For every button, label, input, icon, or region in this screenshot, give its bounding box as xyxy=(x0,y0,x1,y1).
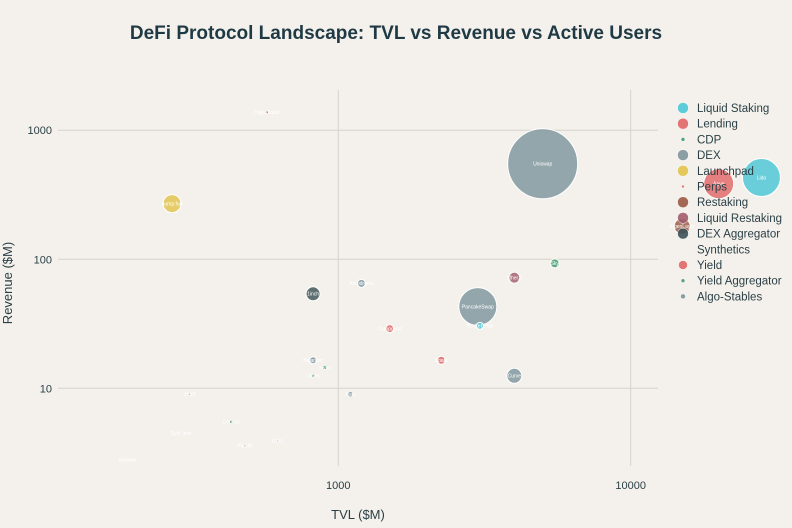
bubble-label-synthetix: Synthetix xyxy=(171,431,192,437)
bubble-lido xyxy=(741,158,781,198)
bubble-frax xyxy=(347,391,354,397)
bubble-label-aave: Aave xyxy=(713,182,725,188)
bubble-spark xyxy=(436,355,446,365)
bubble-label-dydx: dYdX xyxy=(183,392,196,398)
y-axis-label: Revenue ($M) xyxy=(0,242,15,324)
legend-marker-synthetics xyxy=(681,248,685,251)
bubble-ether-fi xyxy=(508,271,521,284)
bubble-label-kwenta: Kwenta xyxy=(119,457,136,463)
bubbles: Uniswap Lido PancakeSwap Aave pump.fun EigenL… xyxy=(119,110,781,463)
bubble-label-pendle: Pendle xyxy=(237,443,253,449)
y-tick-label: 1000 xyxy=(28,125,52,137)
legend: Liquid Staking Lending CDP DEX Launchpad Perp… xyxy=(677,102,782,303)
legend-entry-yield: Yield xyxy=(697,260,722,272)
bubble-label-pump-fun: pump.fun xyxy=(162,201,183,207)
legend-entry-restaking: Restaking xyxy=(697,197,748,209)
legend-entry-cdp: CDP xyxy=(697,134,722,146)
bubble-liquity xyxy=(311,374,315,378)
legend-entry-perps: Perps xyxy=(697,182,727,194)
bubble-label-sky: Sky xyxy=(551,261,560,267)
legend-marker-liquid-restaking xyxy=(677,212,689,224)
bubble-dydx xyxy=(188,392,191,396)
bubble-label-gmx: GMX xyxy=(272,439,284,445)
gridlines xyxy=(58,90,658,466)
bubble-kwenta xyxy=(126,458,129,461)
bubble-label-convex: Convex xyxy=(223,420,240,426)
legend-marker-restaking xyxy=(677,196,689,208)
bubble-label-frax: Frax xyxy=(345,392,356,398)
bubble-1inch xyxy=(305,286,321,302)
x-tick-label: 10000 xyxy=(615,480,646,492)
bubble-aerodrome xyxy=(356,278,366,288)
legend-entry-dex: DEX xyxy=(697,150,721,162)
legend-entry-liquid-restaking: Liquid Restaking xyxy=(697,213,782,225)
bubble-label-hyperliquid: Hyperliquid xyxy=(254,110,279,116)
bubble-label-rocket-pool: Rocket Pool xyxy=(466,324,493,330)
bubble-balancer xyxy=(309,356,318,365)
legend-entry-synthetics: Synthetics xyxy=(697,244,750,256)
bubble-rocket-pool xyxy=(475,321,484,330)
bubble-label-aerodrome: Aerodrome xyxy=(349,281,374,287)
bubble-label-eigenlayer: EigenLayer xyxy=(670,224,696,230)
y-tick-label: 10 xyxy=(40,383,52,395)
bubble-synthetix xyxy=(178,430,184,436)
bubble-pump-fun xyxy=(162,194,182,214)
legend-marker-yield xyxy=(678,260,688,270)
x-tick-label: 1000 xyxy=(326,480,350,492)
bubble-yearn xyxy=(322,365,328,370)
legend-entry-algo-stables: Algo-Stables xyxy=(697,291,762,303)
bubble-label-curve: Curve xyxy=(508,374,522,380)
legend-marker-lending xyxy=(677,117,689,130)
bubble-label-balancer: Balancer xyxy=(303,358,323,364)
legend-entry-launchpad: Launchpad xyxy=(697,166,754,178)
legend-marker-liquid-staking xyxy=(677,102,689,114)
bubble-label-spark: Spark xyxy=(435,358,449,364)
chart-title: DeFi Protocol Landscape: TVL vs Revenue … xyxy=(130,23,662,44)
y-tick-label: 100 xyxy=(34,254,52,266)
bubble-hyperliquid xyxy=(265,110,269,114)
legend-marker-cdp xyxy=(680,137,686,142)
legend-marker-launchpad xyxy=(677,165,689,177)
legend-marker-algo-stables xyxy=(680,293,686,300)
bubble-pendle xyxy=(243,444,247,447)
legend-marker-yield-aggregator xyxy=(680,278,686,283)
bubble-label-compound: Compound xyxy=(378,326,403,332)
bubble-aave xyxy=(703,168,735,200)
legend-entry-yield-aggregator: Yield Aggregator xyxy=(697,276,782,288)
legend-entry-liquid-staking: Liquid Staking xyxy=(697,103,769,115)
legend-marker-dex-aggregator xyxy=(677,227,689,240)
bubble-label-1inch: 1inch xyxy=(307,292,319,298)
legend-marker-dex xyxy=(677,149,689,161)
bubble-label-pancakeswap: PancakeSwap xyxy=(462,304,494,310)
bubble-label-lido: Lido xyxy=(757,175,767,181)
bubble-label-ether-fi: ether.fi xyxy=(507,275,522,281)
bubble-compound xyxy=(385,324,395,334)
legend-entry-dex-aggregator: DEX Aggregator xyxy=(697,229,780,241)
bubble-convex xyxy=(229,420,233,424)
axis-ticks: 1000 10000 10 100 1000 xyxy=(28,125,646,492)
bubble-label-uniswap: Uniswap xyxy=(533,162,552,168)
bubble-sky xyxy=(549,258,560,269)
bubble-gmx xyxy=(276,439,279,443)
x-axis-label: TVL ($M) xyxy=(331,507,385,522)
legend-marker-perps xyxy=(681,184,685,189)
legend-entry-lending: Lending xyxy=(697,119,738,131)
bubble-uniswap xyxy=(507,128,579,200)
bubble-curve xyxy=(506,367,523,384)
bubble-label-yearn: Yearn xyxy=(318,365,331,371)
bubble-label-liquity: Liquity xyxy=(306,374,321,380)
